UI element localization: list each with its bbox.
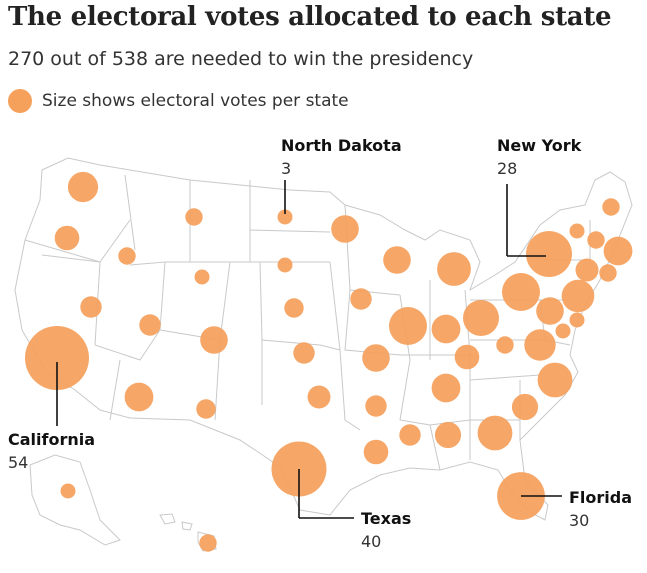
bubble-ct: [575, 258, 599, 282]
bubble-or: [54, 225, 80, 251]
bubble-in: [431, 314, 461, 344]
bubble-ri: [599, 264, 617, 282]
bubble-ne: [284, 298, 304, 318]
florida-votes: 30: [569, 511, 590, 530]
bubble-nd: [277, 209, 293, 225]
bubble-nj: [561, 279, 595, 313]
bubble-tn: [431, 373, 461, 403]
alaska-outline: [29, 454, 121, 546]
chart-subtitle: 270 out of 538 are needed to win the pre…: [8, 48, 474, 70]
bubble-ar: [365, 395, 387, 417]
bubble-nm: [196, 399, 216, 419]
bubble-md: [536, 297, 564, 325]
bubble-wa: [67, 171, 99, 203]
bubble-ok: [307, 385, 331, 409]
bubble-va: [524, 329, 556, 361]
california-label: California: [8, 430, 96, 449]
chart-title: The electoral votes allocated to each st…: [8, 2, 612, 32]
bubble-sd: [277, 257, 293, 273]
bubble-ma: [603, 236, 633, 266]
legend-bubble-icon: [8, 89, 32, 113]
legend: Size shows electoral votes per state: [8, 89, 349, 113]
bubble-ny: [526, 231, 572, 277]
california-votes: 54: [8, 453, 29, 472]
bubble-id: [118, 247, 136, 265]
bubble-co: [200, 326, 228, 354]
texas-label: Texas: [361, 509, 412, 528]
bubble-mi: [437, 252, 471, 286]
bubble-ca: [25, 326, 89, 390]
bubble-il: [389, 307, 427, 345]
north-dakota-label: North Dakota: [281, 136, 402, 155]
florida-label: Florida: [569, 488, 633, 507]
new-york-label: New York: [497, 136, 582, 155]
bubble-az: [124, 382, 154, 412]
new-york-votes: 28: [497, 159, 518, 178]
bubble-pa: [502, 273, 540, 311]
legend-text: Size shows electoral votes per state: [42, 91, 349, 111]
bubble-wi: [383, 246, 411, 274]
bubble-mn: [331, 215, 359, 243]
bubble-mt: [185, 208, 203, 226]
bubble-ut: [139, 314, 161, 336]
bubble-layer: [25, 171, 633, 552]
bubble-vt: [569, 223, 585, 239]
callout-leaders: [56, 180, 562, 519]
bubble-oh: [463, 300, 499, 336]
bubble-nh: [587, 231, 605, 249]
north-dakota-votes: 3: [281, 159, 292, 178]
bubble-mo: [362, 344, 390, 372]
bubble-wy: [194, 269, 210, 285]
bubble-ga: [477, 415, 513, 451]
bubble-ms: [399, 424, 421, 446]
bubble-hi: [199, 534, 217, 552]
texas-votes: 40: [361, 532, 382, 551]
bubble-sc: [511, 393, 539, 421]
bubble-nv: [80, 296, 102, 318]
bubble-dc: [555, 323, 571, 339]
bubble-ia: [350, 288, 372, 310]
bubble-wv: [496, 336, 514, 354]
bubble-ak: [60, 483, 76, 499]
bubble-nc: [537, 362, 573, 398]
bubble-me: [602, 198, 620, 216]
bubble-de: [569, 312, 585, 328]
contiguous-us-outline: [14, 157, 633, 521]
bubble-la: [363, 439, 389, 465]
bubble-al: [434, 421, 462, 449]
bubble-ks: [293, 342, 315, 364]
bubble-ky: [454, 344, 480, 370]
